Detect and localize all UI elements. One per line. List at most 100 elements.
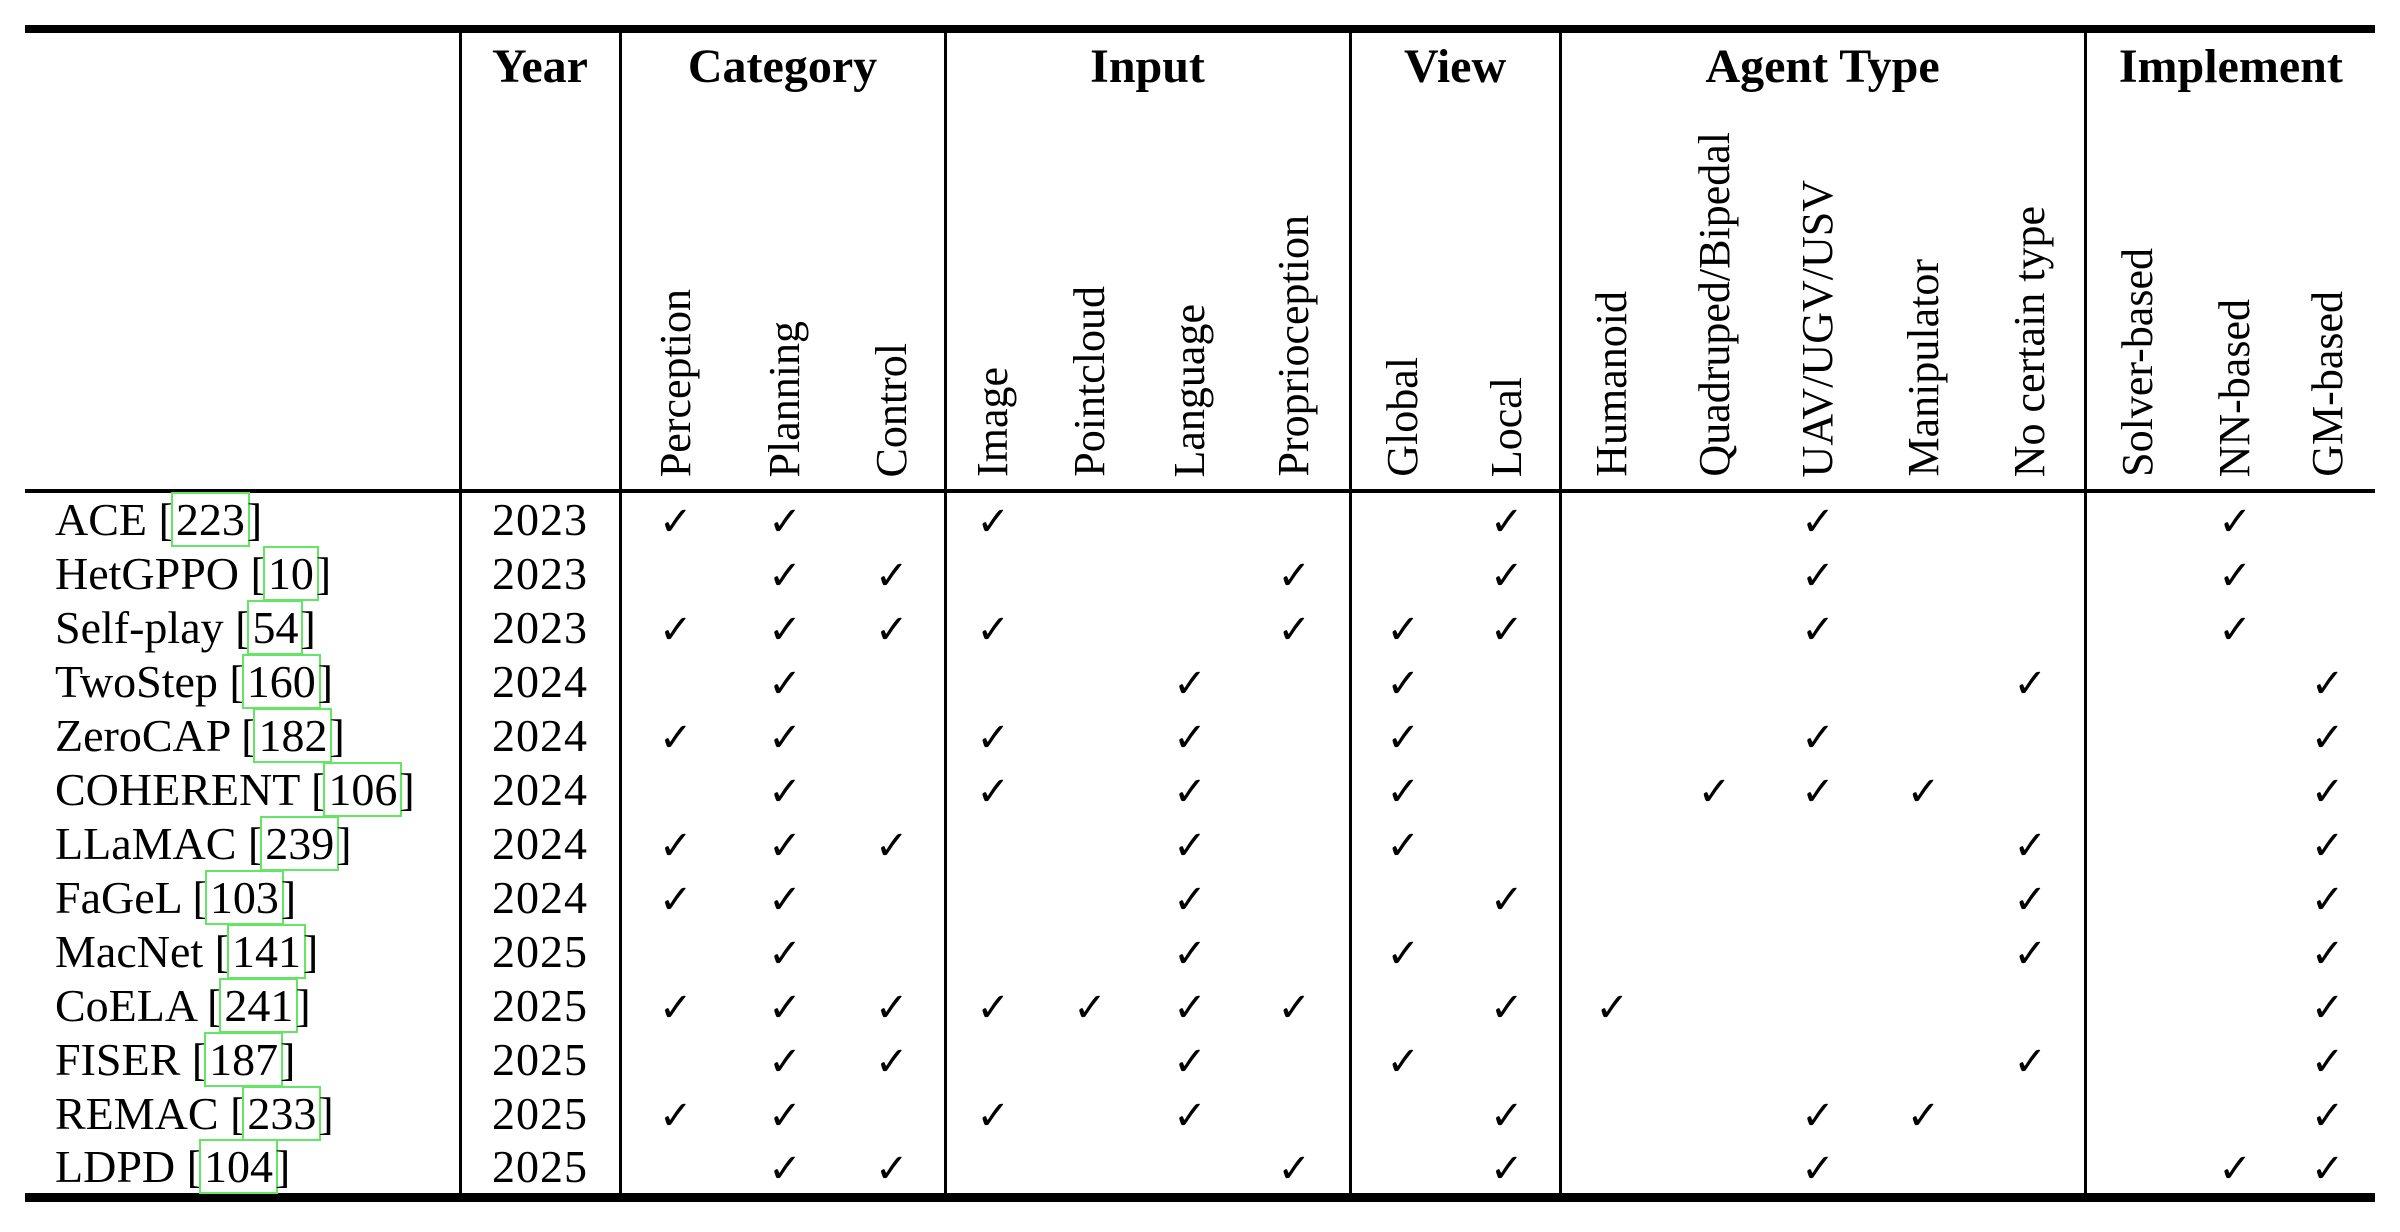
- method-name: COHERENT [106]: [55, 761, 415, 817]
- citation-link[interactable]: 54: [247, 599, 304, 655]
- citation-link[interactable]: 106: [323, 761, 403, 817]
- citation-link[interactable]: 239: [260, 815, 340, 871]
- cell-no-certain-type: ✓: [1977, 816, 2085, 870]
- column-header-gm-based-label: GM-based: [2302, 291, 2352, 477]
- cell-control: [840, 1086, 945, 1140]
- year-cell: 2024: [458, 762, 620, 816]
- checkmark-icon: ✓: [658, 499, 693, 545]
- cell-local: ✓: [1455, 600, 1560, 654]
- citation-link[interactable]: 160: [241, 653, 321, 709]
- citation-link[interactable]: 141: [226, 923, 306, 979]
- checkmark-icon: ✓: [1490, 1092, 1524, 1139]
- cell-global: [1348, 1086, 1456, 1140]
- checkmark-icon: ✓: [2310, 768, 2345, 815]
- checkmark-icon: ✓: [658, 822, 693, 869]
- checkmark-icon: ✓: [1386, 660, 1421, 707]
- citation-link[interactable]: 103: [204, 869, 284, 925]
- checkmark-icon: ✓: [1801, 552, 1835, 599]
- checkmark-icon: ✓: [658, 714, 693, 761]
- group-header-row: Year Category Input View Agent Type Impl…: [25, 29, 2376, 99]
- cell-nn-based: [2190, 978, 2280, 1032]
- method-column-header-empty: [25, 99, 460, 493]
- column-header-solver-based-label: Solver-based: [2113, 248, 2163, 477]
- column-header-no-certain-type-label: No certain type: [2005, 205, 2055, 477]
- group-header-implement: Implement: [2083, 29, 2376, 99]
- checkmark-icon: ✓: [1801, 606, 1835, 653]
- citation-link[interactable]: 233: [242, 1085, 322, 1141]
- method-name: TwoStep [160]: [55, 653, 334, 709]
- cell-image: [943, 1032, 1041, 1086]
- cell-manipulator: [1870, 654, 1977, 708]
- cell-quadruped-bipedal: [1663, 1086, 1766, 1140]
- column-header-proprioception-label: Proprioception: [1269, 215, 1319, 477]
- cell-local: [1455, 708, 1560, 762]
- cell-manipulator: [1870, 1140, 1977, 1198]
- cell-control: [840, 762, 945, 816]
- checkmark-icon: ✓: [1173, 768, 1207, 815]
- checkmark-icon: ✓: [2218, 499, 2252, 545]
- cell-pointcloud: [1040, 654, 1140, 708]
- cell-pointcloud: ✓: [1040, 978, 1140, 1032]
- checkmark-icon: ✓: [768, 714, 802, 761]
- table-row: HetGPPO [10] 2023 ✓ ✓ ✓ ✓ ✓ ✓: [25, 545, 2375, 601]
- citation-link[interactable]: 241: [219, 977, 299, 1033]
- checkmark-icon: ✓: [2310, 1092, 2345, 1139]
- cell-perception: [618, 546, 730, 600]
- checkmark-icon: ✓: [658, 606, 693, 653]
- cell-uav-ugv-usv: [1766, 870, 1870, 924]
- year-cell: 2025: [458, 1086, 620, 1140]
- cell-uav-ugv-usv: ✓: [1766, 600, 1870, 654]
- cell-planning: ✓: [730, 1032, 840, 1086]
- cell-quadruped-bipedal: [1663, 870, 1766, 924]
- cell-perception: ✓: [618, 816, 730, 870]
- checkmark-icon: ✓: [768, 930, 802, 977]
- column-header-manipulator: Manipulator: [1870, 99, 1978, 493]
- cell-image: ✓: [943, 762, 1041, 816]
- cell-manipulator: [1870, 708, 1977, 762]
- checkmark-icon: ✓: [976, 768, 1011, 815]
- cell-control: ✓: [840, 816, 945, 870]
- column-header-quadruped-bipedal-label: Quadruped/Bipedal: [1689, 132, 1739, 477]
- cell-perception: ✓: [618, 708, 730, 762]
- cell-planning: ✓: [730, 924, 840, 978]
- citation-link[interactable]: 10: [262, 545, 319, 601]
- cell-perception: ✓: [618, 491, 730, 546]
- column-header-local: Local: [1455, 99, 1561, 493]
- citation-link[interactable]: 187: [204, 1031, 284, 1087]
- year-cell: 2025: [458, 924, 620, 978]
- year-cell: 2025: [458, 1032, 620, 1086]
- column-header-language-label: Language: [1165, 303, 1215, 477]
- cell-manipulator: [1870, 816, 1977, 870]
- cell-uav-ugv-usv: [1766, 924, 1870, 978]
- cell-language: [1140, 546, 1240, 600]
- cell-humanoid: [1558, 870, 1664, 924]
- cell-solver-based: [2083, 654, 2191, 708]
- cell-quadruped-bipedal: [1663, 1032, 1766, 1086]
- cell-proprioception: [1240, 924, 1350, 978]
- column-header-uav-ugv-usv: UAV/UGV/USV: [1766, 99, 1871, 493]
- checkmark-icon: ✓: [768, 1038, 802, 1085]
- method-name: ACE [223]: [55, 492, 263, 547]
- cell-solver-based: [2083, 870, 2191, 924]
- column-header-control-label: Control: [866, 342, 916, 477]
- citation-link[interactable]: 223: [170, 492, 250, 547]
- cell-planning: ✓: [730, 708, 840, 762]
- checkmark-icon: ✓: [658, 1092, 693, 1139]
- citation-link[interactable]: 182: [253, 707, 333, 763]
- cell-global: ✓: [1348, 600, 1456, 654]
- checkmark-icon: ✓: [1386, 1038, 1421, 1085]
- cell-image: [943, 546, 1041, 600]
- cell-gm-based: ✓: [2280, 762, 2375, 816]
- cell-nn-based: ✓: [2190, 491, 2280, 546]
- citation-link[interactable]: 104: [198, 1139, 278, 1194]
- checkmark-icon: ✓: [1073, 984, 1107, 1031]
- cell-language: ✓: [1140, 870, 1240, 924]
- checkmark-icon: ✓: [1173, 822, 1207, 869]
- cell-image: [943, 924, 1041, 978]
- checkmark-icon: ✓: [1386, 606, 1421, 653]
- checkmark-icon: ✓: [1906, 768, 1941, 815]
- cell-language: ✓: [1140, 924, 1240, 978]
- cell-image: [943, 1140, 1041, 1198]
- cell-perception: [618, 1140, 730, 1198]
- cell-humanoid: [1558, 1086, 1664, 1140]
